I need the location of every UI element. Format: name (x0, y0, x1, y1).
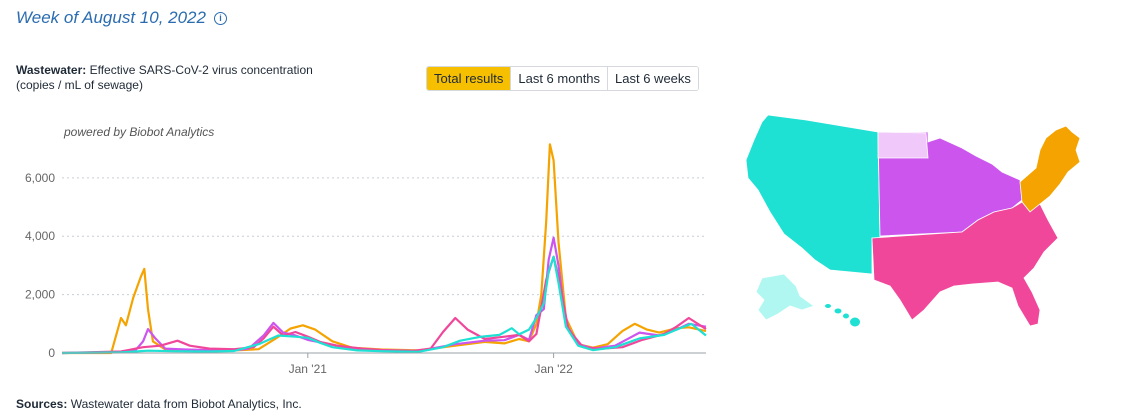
last-6-months-button[interactable]: Last 6 months (511, 67, 609, 90)
series-line-midwest[interactable] (61, 236, 707, 355)
metric-label: Wastewater: (16, 63, 87, 77)
info-icon[interactable]: i (213, 11, 227, 25)
series-line-northeast[interactable] (62, 143, 707, 355)
total-results-button[interactable]: Total results (427, 67, 512, 90)
y-tick-label: 6,000 (25, 171, 55, 185)
y-tick-label: 0 (48, 346, 55, 360)
y-tick-label: 2,000 (25, 288, 55, 302)
series-line-west[interactable] (61, 255, 707, 355)
map-region-west[interactable] (745, 114, 881, 275)
metric-units: (copies / mL of sewage) (16, 78, 143, 92)
y-tick-label: 4,000 (25, 229, 55, 243)
last-6-weeks-button[interactable]: Last 6 weeks (608, 67, 698, 90)
sources-label: Sources: (16, 397, 68, 411)
map-region-south[interactable] (871, 201, 1059, 327)
metric-description: Effective SARS-CoV-2 virus concentration (89, 63, 313, 77)
range-toggle: Total results Last 6 months Last 6 weeks (426, 66, 699, 91)
map-region-northeast[interactable] (1019, 125, 1081, 213)
x-tick-label: Jan '21 (289, 362, 328, 376)
chart-credit: powered by Biobot Analytics (63, 125, 214, 139)
week-label: Week of August 10, 2022 (16, 8, 206, 27)
sources-text: Wastewater data from Biobot Analytics, I… (70, 397, 302, 411)
concentration-chart: powered by Biobot Analytics 0 2,000 4,000 6… (25, 125, 707, 376)
map-region-north-dakota[interactable] (877, 131, 929, 159)
series-line-south[interactable] (61, 255, 707, 355)
map-region-hawaii[interactable] (825, 304, 860, 327)
map-region-alaska[interactable] (755, 273, 815, 321)
x-tick-label: Jan '22 (534, 362, 573, 376)
week-title: Week of August 10, 2022 i (16, 8, 227, 28)
region-map (745, 114, 1081, 327)
sources-note: Sources: Wastewater data from Biobot Ana… (16, 397, 302, 411)
chart-heading: Wastewater: Effective SARS-CoV-2 virus c… (16, 63, 313, 93)
